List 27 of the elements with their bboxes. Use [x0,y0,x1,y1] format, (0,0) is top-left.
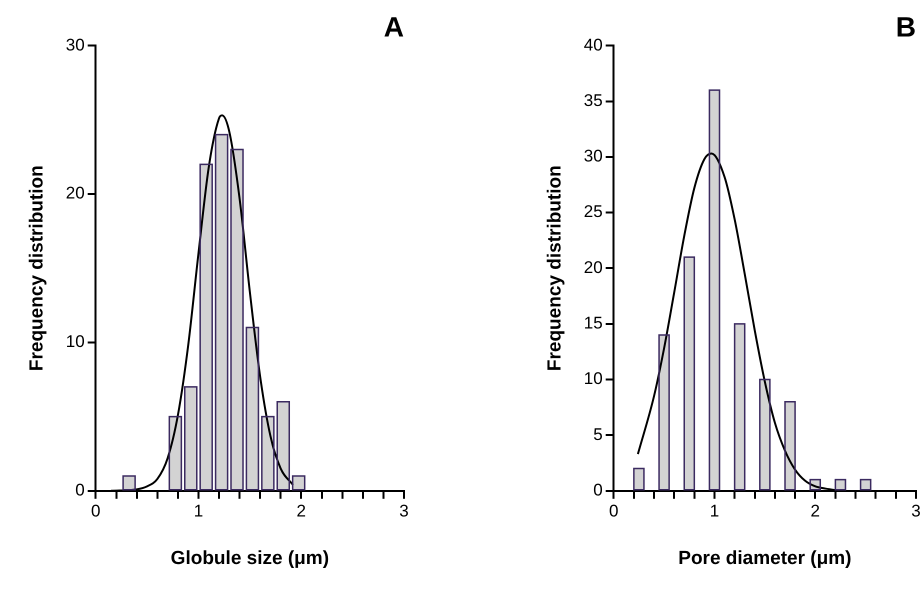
y-tick-label: 25 [584,202,603,222]
y-tick-label: 30 [584,146,603,166]
y-axis-title: Frequency distribution [544,165,566,372]
x-tick-label: 1 [710,502,720,521]
y-tick-label: 20 [66,184,85,203]
y-tick-label: 0 [75,480,85,500]
y-tick-label: 5 [593,424,603,444]
x-tick-label: 2 [296,502,306,521]
y-tick-label: 35 [584,90,603,110]
x-axis-title: Globule size (μm) [170,548,330,569]
x-axis-title: Pore diameter (μm) [678,548,852,569]
x-tick-label: 0 [90,502,100,521]
y-tick-label: 10 [584,369,603,388]
x-tick-label: 2 [810,502,820,521]
y-tick-label: 0 [593,480,603,500]
y-axis-title: Frequency distribution [26,165,48,372]
y-tick-label: 20 [584,258,603,277]
x-tick-label: 3 [399,502,409,521]
x-tick-label: 3 [911,502,921,521]
y-tick-label: 10 [66,332,85,352]
y-tick-label: 30 [66,35,85,54]
y-tick-label: 15 [584,314,603,333]
chart-title: A [384,12,404,43]
chart-title: B [896,12,916,43]
x-tick-label: 0 [608,502,618,521]
x-tick-label: 1 [194,502,204,521]
y-tick-label: 40 [584,35,603,54]
